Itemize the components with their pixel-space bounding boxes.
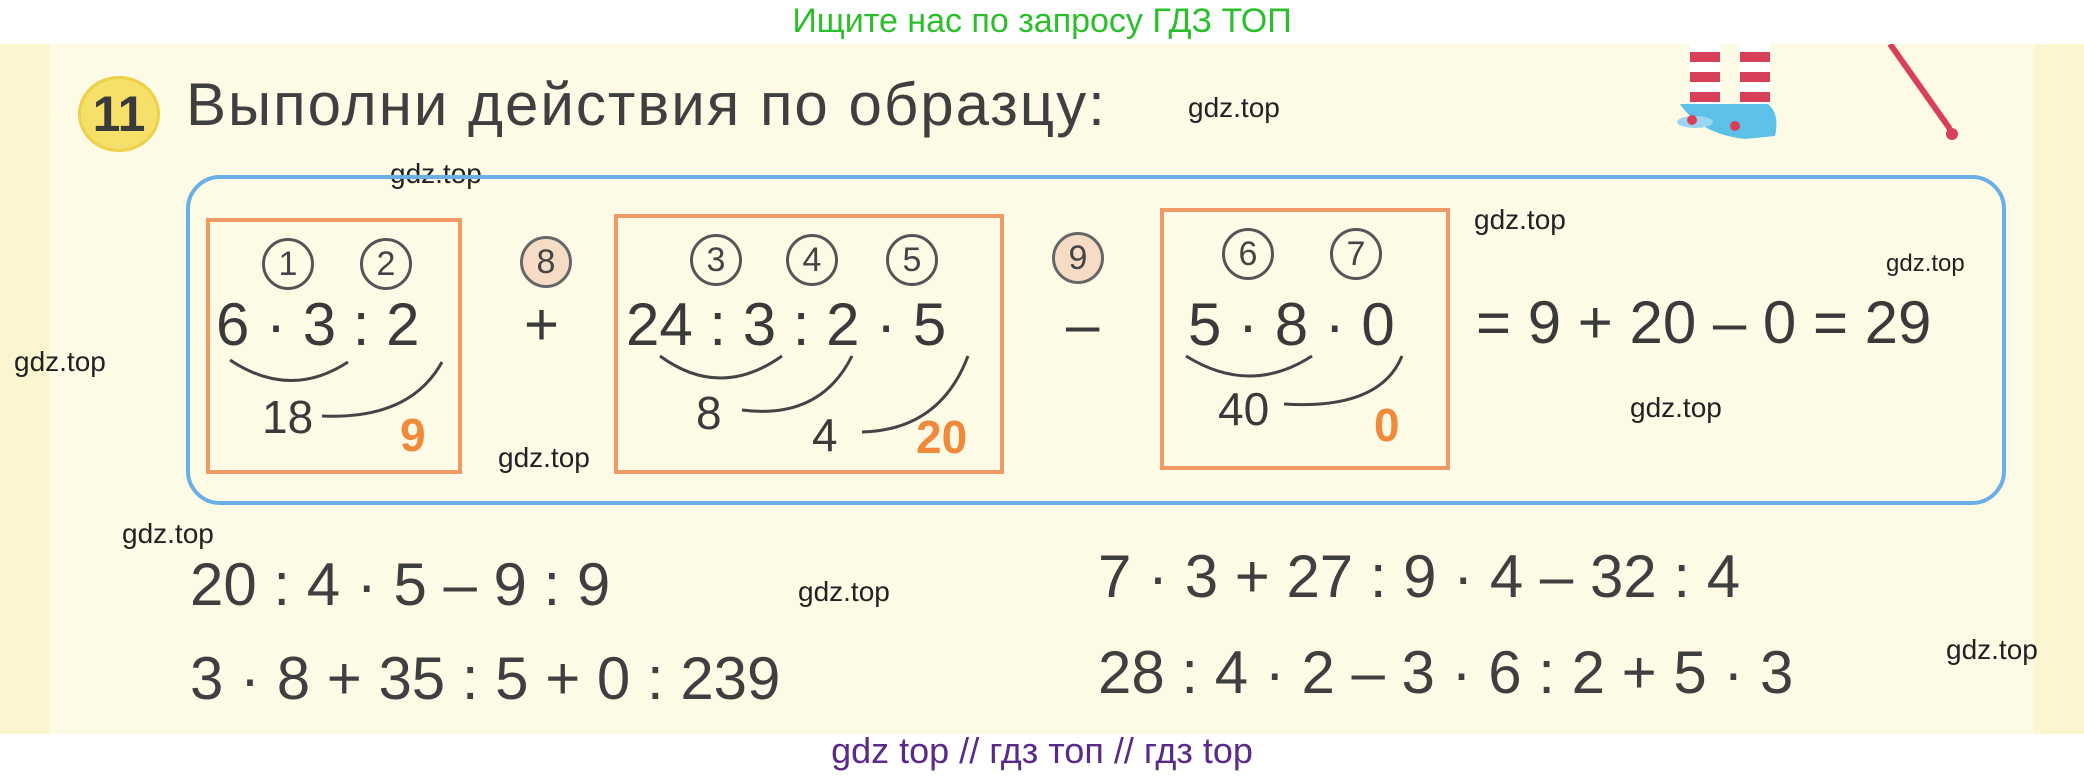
bottom-banner: gdz top // гдз топ // гдз top: [831, 730, 1253, 771]
example-box-1: [206, 218, 462, 474]
order-mark-filled: 9: [1052, 232, 1104, 284]
example-box-2: [614, 214, 1004, 474]
watermark: gdz.top: [1886, 250, 1965, 277]
task-expression: 3 · 8 + 35 : 5 + 0 : 239: [190, 645, 781, 712]
order-mark: 1: [262, 238, 314, 290]
exercise-title: Выполни действия по образцу:: [186, 71, 1107, 138]
arc: [1283, 355, 1404, 407]
watermark: gdz.top: [798, 576, 890, 607]
order-mark: 7: [1330, 228, 1382, 280]
task-expression: 20 : 4 · 5 – 9 : 9: [190, 551, 611, 618]
cartoon-legs-illustration: [1677, 44, 1958, 140]
watermark: gdz.top: [1630, 392, 1722, 423]
striped-leg-icon: [1677, 44, 1777, 139]
example-expression-3: 5 · 8 · 0: [1188, 291, 1395, 358]
watermark: gdz.top: [14, 346, 106, 377]
order-mark: 4: [786, 234, 838, 286]
arc: [861, 355, 970, 434]
example-box-3: [1160, 208, 1450, 470]
order-mark: 5: [886, 234, 938, 286]
exercise-number-badge: [78, 76, 160, 152]
watermark: gdz.top: [390, 158, 482, 189]
example-expression-1: 6 · 3 : 2: [216, 291, 420, 358]
arc: [229, 358, 349, 382]
exercise-number: 11: [92, 86, 146, 142]
arc: [741, 355, 854, 413]
box-result: 20: [916, 411, 968, 463]
minus-sign: –: [1066, 291, 1100, 358]
example-final-result: = 9 + 20 – 0 = 29: [1476, 289, 1932, 356]
page-background: [0, 44, 2084, 734]
task-expression: 7 · 3 + 27 : 9 · 4 – 32 : 4: [1098, 543, 1741, 610]
example-frame: [186, 175, 2006, 505]
example-expression-2: 24 : 3 : 2 · 5: [626, 291, 947, 358]
order-mark-filled: 8: [520, 236, 572, 288]
intermediate-value: 4: [812, 409, 838, 461]
order-mark: 6: [1222, 228, 1274, 280]
top-banner: Ищите нас по запросу ГДЗ ТОП: [792, 2, 1292, 40]
box-result: 0: [1374, 399, 1400, 451]
task-expression: 28 : 4 · 2 – 3 · 6 : 2 + 5 · 3: [1098, 639, 1794, 706]
left-margin-strip: [0, 44, 50, 734]
arc: [659, 354, 783, 380]
order-mark: 2: [360, 238, 412, 290]
arc: [1185, 354, 1313, 378]
watermark: gdz.top: [122, 518, 214, 549]
intermediate-value: 8: [696, 387, 722, 439]
right-margin-strip: [2034, 44, 2084, 734]
watermark: gdz.top: [498, 442, 590, 473]
stick-icon: [1887, 44, 1958, 140]
watermark: gdz.top: [1474, 204, 1566, 235]
box-result: 9: [400, 409, 426, 461]
intermediate-value: 18: [262, 391, 314, 443]
watermark: gdz.top: [1188, 92, 1280, 123]
order-mark: 3: [690, 234, 742, 286]
arc: [321, 361, 444, 418]
plus-sign: +: [524, 291, 560, 358]
watermark: gdz.top: [1946, 634, 2038, 665]
intermediate-value: 40: [1218, 383, 1270, 435]
